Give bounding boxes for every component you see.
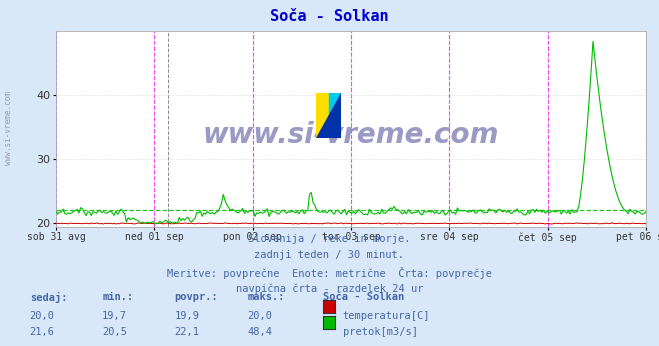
- Bar: [316, 93, 329, 138]
- Text: www.si-vreme.com: www.si-vreme.com: [4, 91, 13, 165]
- Text: www.si-vreme.com: www.si-vreme.com: [203, 121, 499, 149]
- Text: 21,6: 21,6: [30, 327, 55, 337]
- Text: 20,0: 20,0: [30, 311, 55, 321]
- Text: min.:: min.:: [102, 292, 133, 302]
- Text: 20,5: 20,5: [102, 327, 127, 337]
- Text: sedaj:: sedaj:: [30, 292, 67, 303]
- Text: Meritve: povprečne  Enote: metrične  Črta: povprečje: Meritve: povprečne Enote: metrične Črta:…: [167, 267, 492, 279]
- Text: Slovenija / reke in morje.: Slovenija / reke in morje.: [248, 234, 411, 244]
- Text: 22,1: 22,1: [175, 327, 200, 337]
- Polygon shape: [316, 93, 341, 138]
- Text: navpična črta - razdelek 24 ur: navpična črta - razdelek 24 ur: [236, 283, 423, 294]
- Bar: [329, 93, 341, 138]
- Text: Soča - Solkan: Soča - Solkan: [270, 9, 389, 24]
- Text: maks.:: maks.:: [247, 292, 285, 302]
- Text: 19,9: 19,9: [175, 311, 200, 321]
- Text: temperatura[C]: temperatura[C]: [343, 311, 430, 321]
- Text: povpr.:: povpr.:: [175, 292, 218, 302]
- Text: Soča - Solkan: Soča - Solkan: [323, 292, 404, 302]
- Text: 20,0: 20,0: [247, 311, 272, 321]
- Text: 19,7: 19,7: [102, 311, 127, 321]
- Text: 48,4: 48,4: [247, 327, 272, 337]
- Text: zadnji teden / 30 minut.: zadnji teden / 30 minut.: [254, 250, 405, 260]
- Text: pretok[m3/s]: pretok[m3/s]: [343, 327, 418, 337]
